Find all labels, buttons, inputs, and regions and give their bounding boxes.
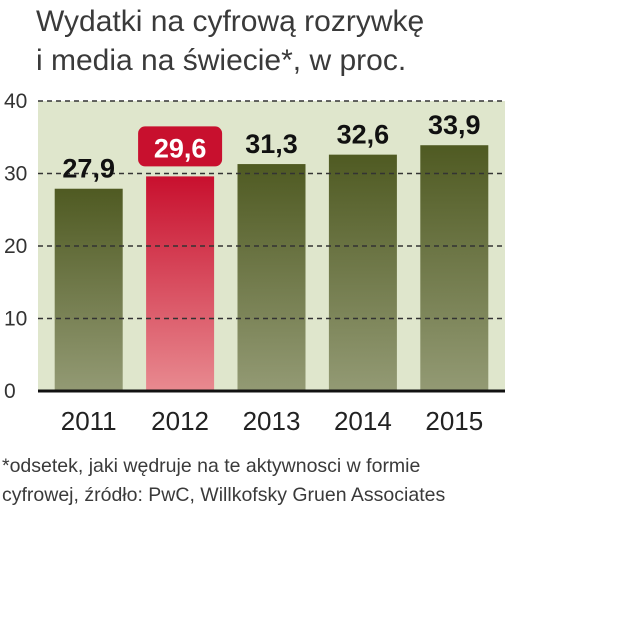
y-tick-label: 30 — [4, 163, 27, 186]
value-label: 33,9 — [428, 110, 481, 140]
x-tick-label: 2011 — [61, 406, 117, 436]
chart-title-line-2: i media na świecie*, w proc. — [36, 44, 407, 77]
x-tick-label: 2013 — [243, 406, 301, 436]
bar — [328, 154, 397, 391]
value-label: 27,9 — [62, 154, 115, 184]
value-label: 31,3 — [245, 129, 298, 159]
y-tick-label: 40 — [4, 90, 27, 113]
value-label: 32,6 — [337, 120, 390, 150]
value-label-highlight-box — [138, 126, 223, 167]
y-tick-label: 20 — [4, 235, 27, 258]
footnote-line-2: cyfrowej, źródło: PwC, Willkofsky Gruen … — [2, 484, 446, 506]
bar-chart: 27,9 2011 29,6 2012 31,3 2013 32,6 2014 33,9 2015… — [4, 90, 505, 436]
value-label: 29,6 — [154, 133, 207, 163]
bar — [237, 164, 306, 391]
footnote: *odsetek, jaki wędruje na te aktywnosci … — [2, 452, 622, 510]
chart-title: Wydatki na cyfrową rozrywkę i media na ś… — [36, 2, 616, 80]
footnote-line-1: *odsetek, jaki wędruje na te aktywnosci … — [2, 455, 421, 477]
x-tick-label: 2012 — [151, 406, 209, 436]
x-tick-label: 2015 — [425, 406, 483, 436]
bar — [420, 145, 489, 391]
x-tick-label: 2014 — [334, 406, 392, 436]
y-tick-label: 0 — [4, 380, 16, 403]
bar — [54, 188, 123, 391]
bar-highlighted — [146, 176, 215, 391]
chart-title-line-1: Wydatki na cyfrową rozrywkę — [36, 5, 425, 38]
y-tick-label: 10 — [4, 308, 27, 331]
